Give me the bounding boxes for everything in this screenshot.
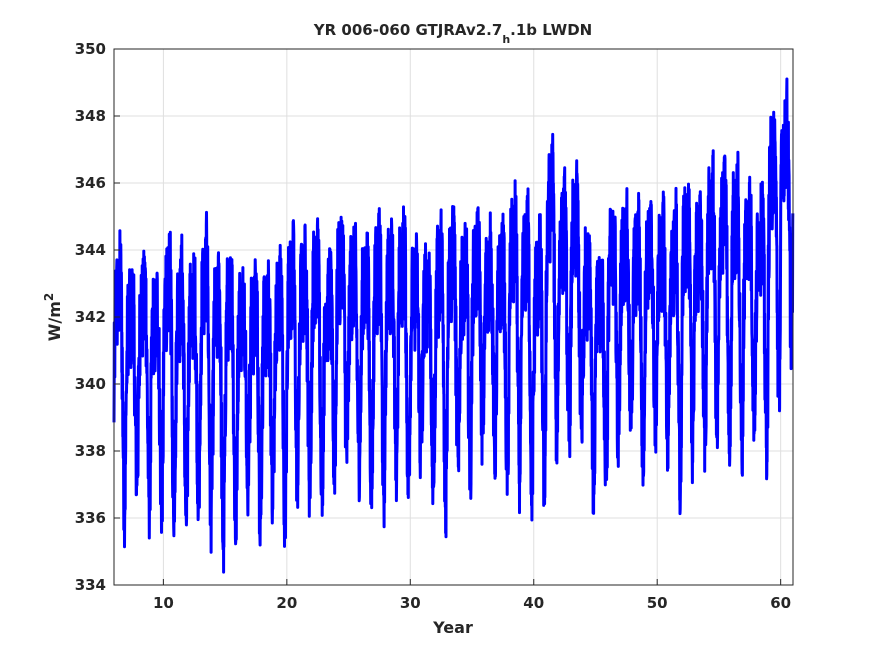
y-axis-label: W/m2 [42, 293, 64, 342]
y-tick-label: 336 [75, 509, 106, 527]
x-tick-label: 20 [276, 594, 297, 612]
chart-title: YR 006-060 GTJRAv2.7h.1b LWDN [313, 21, 592, 46]
x-axis-ticks: 10 20 30 40 50 60 [153, 579, 791, 612]
y-tick-label: 344 [75, 241, 106, 259]
y-tick-label: 346 [75, 174, 106, 192]
lwdn-series-line [112, 77, 795, 574]
y-tick-label: 350 [75, 40, 106, 58]
x-tick-label: 10 [153, 594, 174, 612]
y-axis-ticks: 334 336 338 340 342 344 346 348 350 [75, 40, 120, 594]
y-tick-label: 342 [75, 308, 106, 326]
data-series [112, 77, 795, 574]
y-tick-label: 334 [75, 576, 106, 594]
x-tick-label: 50 [647, 594, 668, 612]
x-tick-label: 30 [400, 594, 421, 612]
x-tick-label: 60 [770, 594, 791, 612]
y-tick-label: 340 [75, 375, 106, 393]
y-tick-label: 348 [75, 107, 106, 125]
x-tick-label: 40 [523, 594, 544, 612]
x-axis-label: Year [432, 618, 473, 637]
y-tick-label: 338 [75, 442, 106, 460]
